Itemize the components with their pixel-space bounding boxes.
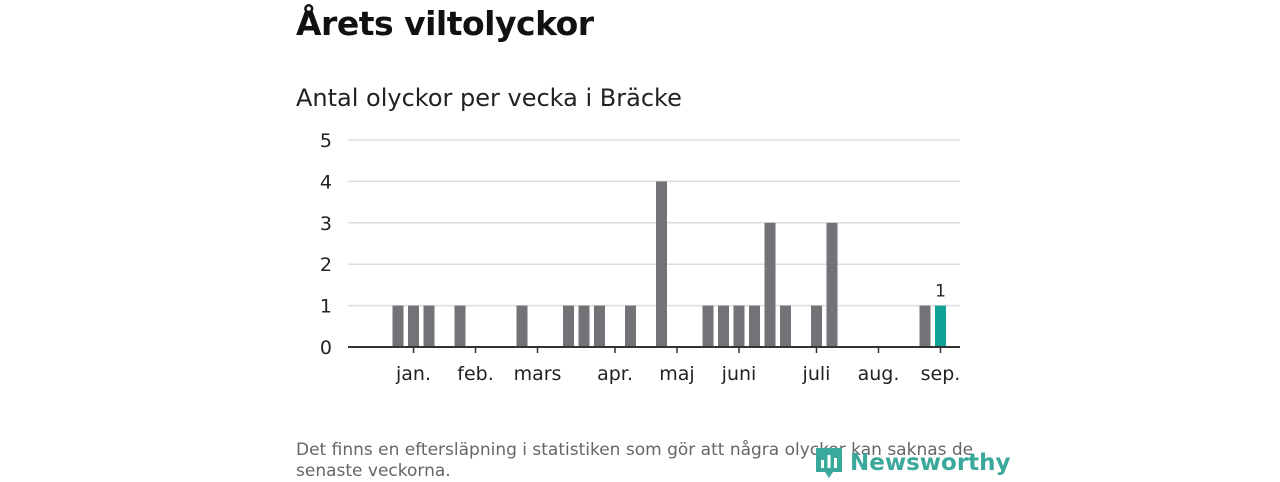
bar <box>656 181 667 347</box>
bar <box>826 222 838 347</box>
bar <box>780 305 791 347</box>
bar <box>702 305 714 347</box>
page-title: Årets viltolyckor <box>296 4 594 43</box>
chart-subtitle: Antal olyckor per vecka i Bräcke <box>296 84 682 112</box>
newsworthy-logo-icon <box>816 448 842 478</box>
y-tick-label: 3 <box>320 213 332 235</box>
bar <box>733 305 745 347</box>
x-tick-label: aug. <box>858 363 900 385</box>
bar <box>578 305 590 347</box>
bar <box>625 305 636 347</box>
y-tick-label: 2 <box>320 254 332 276</box>
x-tick-label: apr. <box>597 363 633 385</box>
y-tick-label: 1 <box>320 296 332 318</box>
bar <box>408 305 419 347</box>
bar <box>811 305 822 347</box>
highlight-bar <box>935 305 946 347</box>
x-tick-label: feb. <box>457 363 493 385</box>
x-tick-label: jan. <box>395 363 431 385</box>
x-tick-label: juni <box>721 363 757 385</box>
y-tick-label: 4 <box>320 171 332 193</box>
bar <box>919 305 931 347</box>
x-tick-label: maj <box>659 363 694 385</box>
bar <box>594 305 605 347</box>
newsworthy-logo-text: Newsworthy <box>850 450 1011 476</box>
bar <box>454 305 466 347</box>
data-label: 1 <box>935 282 946 302</box>
bar-chart: 0 1 2 3 4 5 1 jan. feb. mars apr. maj juni juli aug. se… <box>320 130 961 385</box>
newsworthy-logo: Newsworthy <box>814 446 1011 480</box>
bar <box>563 305 574 347</box>
footnote: Det finns en eftersläpning i statistiken… <box>296 440 974 481</box>
y-tick-label: 5 <box>320 130 332 152</box>
y-tick-label: 0 <box>320 337 332 359</box>
x-tick-label: sep. <box>921 363 961 385</box>
bar <box>516 305 528 347</box>
bar <box>749 305 760 347</box>
bar <box>764 222 776 347</box>
bar <box>718 305 729 347</box>
bar <box>423 305 435 347</box>
x-tick-label: mars <box>514 363 562 385</box>
x-tick-label: juli <box>802 363 831 385</box>
bar <box>392 305 404 347</box>
